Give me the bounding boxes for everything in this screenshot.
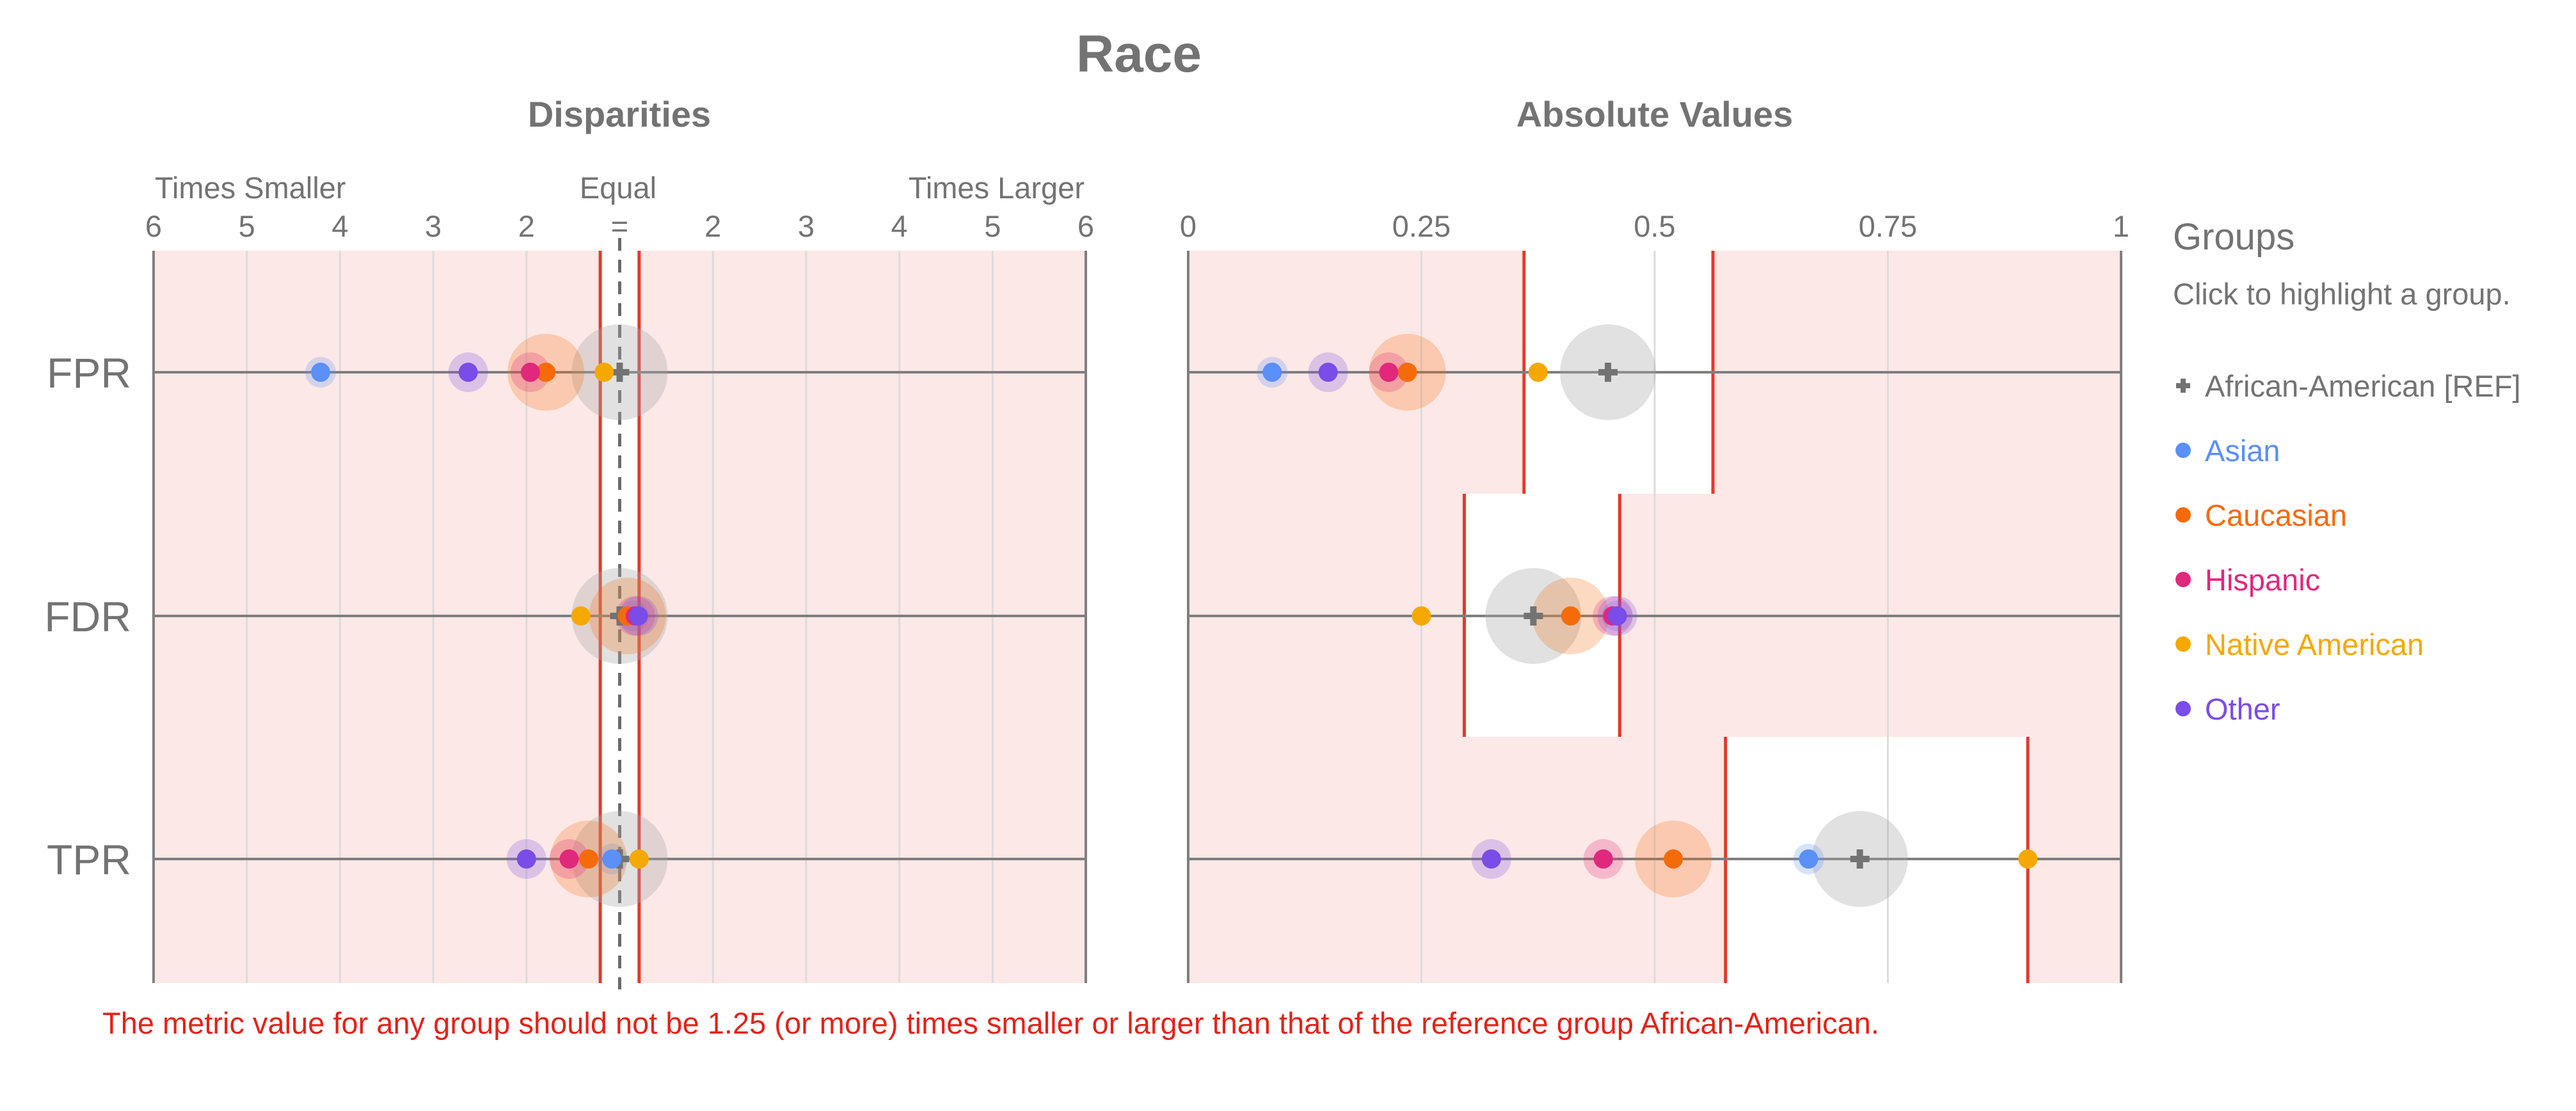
groups-legend: Groups Click to highlight a group. Afric…: [2173, 216, 2521, 726]
disparity-tick-label: 2: [518, 209, 535, 243]
disparities-title: Disparities: [528, 94, 711, 134]
data-point-african-american-ref-fdr[interactable]: [1523, 606, 1543, 626]
absolute-values-panel: [1187, 251, 2122, 983]
absolute-tick-label: 0.75: [1859, 209, 1917, 243]
legend-item-hispanic[interactable]: Hispanic: [2175, 563, 2320, 597]
legend-marker: [2175, 636, 2191, 652]
legend-label: Native American: [2205, 627, 2424, 661]
data-point-african-american-ref-tpr[interactable]: [1850, 849, 1870, 869]
data-point-asian-fpr[interactable]: [311, 363, 331, 382]
data-point-caucasian-fpr[interactable]: [1397, 363, 1417, 382]
legend-title: Groups: [2173, 216, 2294, 258]
disparity-tick-label: =: [611, 209, 628, 243]
disparity-tick-label: 6: [145, 209, 162, 243]
data-point-native-american-fdr[interactable]: [571, 606, 591, 626]
disparity-tick-label: 3: [798, 209, 815, 243]
data-point-other-tpr[interactable]: [516, 849, 536, 869]
legend-label: Asian: [2205, 434, 2280, 468]
data-point-asian-tpr[interactable]: [1799, 849, 1818, 869]
disparities-tick-labels: 6 5 4 3 2 = 2 3 4 5 6: [145, 209, 1094, 243]
data-point-hispanic-tpr[interactable]: [1593, 849, 1613, 869]
data-point-african-american-ref-fpr[interactable]: [1598, 363, 1618, 382]
data-point-native-american-fdr[interactable]: [1411, 606, 1431, 626]
data-point-caucasian-fpr[interactable]: [536, 363, 556, 382]
data-point-caucasian-tpr[interactable]: [1664, 849, 1683, 869]
reference-cross-v: [616, 363, 623, 382]
metric-label-fdr: FDR: [44, 593, 131, 640]
threshold-footnote: The metric value for any group should no…: [102, 1006, 1879, 1040]
disparity-tick-label: 5: [239, 209, 255, 243]
reference-cross-v: [1605, 363, 1612, 382]
data-point-caucasian-fdr[interactable]: [1561, 606, 1580, 626]
data-point-native-american-fpr[interactable]: [594, 363, 614, 382]
metric-row-labels: FPR FDR TPR: [44, 349, 131, 883]
chart-title: Race: [1076, 25, 1202, 83]
data-point-other-fpr[interactable]: [458, 363, 478, 382]
legend-subtitle: Click to highlight a group.: [2173, 277, 2511, 311]
legend-label: Hispanic: [2205, 563, 2320, 597]
data-point-asian-fpr[interactable]: [1262, 363, 1282, 382]
data-point-native-american-tpr[interactable]: [2018, 849, 2038, 869]
data-point-other-fpr[interactable]: [1318, 363, 1338, 382]
absolute-tick-labels: 0 0.25 0.5 0.75 1: [1180, 209, 2129, 243]
data-point-native-american-tpr[interactable]: [629, 849, 649, 869]
absolute-tick-label: 0.5: [1634, 209, 1675, 243]
legend-label: Other: [2205, 692, 2280, 726]
times-smaller-label: Times Smaller: [155, 171, 346, 205]
metric-label-tpr: TPR: [47, 836, 131, 883]
times-larger-label: Times Larger: [909, 171, 1085, 205]
data-point-other-fdr[interactable]: [1607, 606, 1627, 626]
disparities-panel: [152, 238, 1087, 989]
absolute-tick-label: 0: [1180, 209, 1197, 243]
legend-label: Caucasian: [2205, 498, 2347, 532]
legend-item-asian[interactable]: Asian: [2175, 434, 2280, 468]
data-point-other-tpr[interactable]: [1481, 849, 1501, 869]
disparity-tick-label: 6: [1077, 209, 1094, 243]
disparity-tick-label: 5: [984, 209, 1001, 243]
data-point-native-american-fpr[interactable]: [1528, 363, 1548, 382]
disparity-tick-label: 2: [704, 209, 721, 243]
data-point-other-fdr[interactable]: [628, 606, 648, 626]
data-point-african-american-ref-fpr[interactable]: [610, 363, 630, 382]
data-point-hispanic-fpr[interactable]: [1379, 363, 1399, 382]
legend-label: African-American [REF]: [2205, 369, 2521, 403]
absolute-tick-label: 1: [2113, 209, 2129, 243]
reference-cross-v: [1530, 606, 1537, 626]
legend-item-native-american[interactable]: Native American: [2175, 627, 2424, 661]
legend-marker: [2175, 572, 2191, 587]
data-point-asian-tpr[interactable]: [602, 849, 622, 869]
absolute-tick-label: 0.25: [1392, 209, 1451, 243]
legend-marker: [2175, 443, 2191, 458]
legend-item-african-american-ref[interactable]: African-American [REF]: [2176, 369, 2521, 403]
legend-marker-cross: [2181, 379, 2186, 393]
metric-label-fpr: FPR: [47, 349, 131, 397]
data-point-hispanic-tpr[interactable]: [559, 849, 579, 869]
legend-item-caucasian[interactable]: Caucasian: [2175, 498, 2347, 532]
disparity-tick-label: 4: [891, 209, 908, 243]
legend-item-other[interactable]: Other: [2175, 692, 2280, 726]
data-point-caucasian-tpr[interactable]: [578, 849, 598, 869]
equal-label: Equal: [580, 171, 656, 205]
legend-marker: [2175, 701, 2191, 716]
disparity-tick-label: 4: [331, 209, 348, 243]
reference-cross-v: [1856, 849, 1863, 869]
disparity-tick-label: 3: [425, 209, 441, 243]
legend-marker: [2175, 507, 2191, 523]
absolute-values-title: Absolute Values: [1516, 94, 1793, 134]
data-point-hispanic-fpr[interactable]: [520, 363, 540, 382]
